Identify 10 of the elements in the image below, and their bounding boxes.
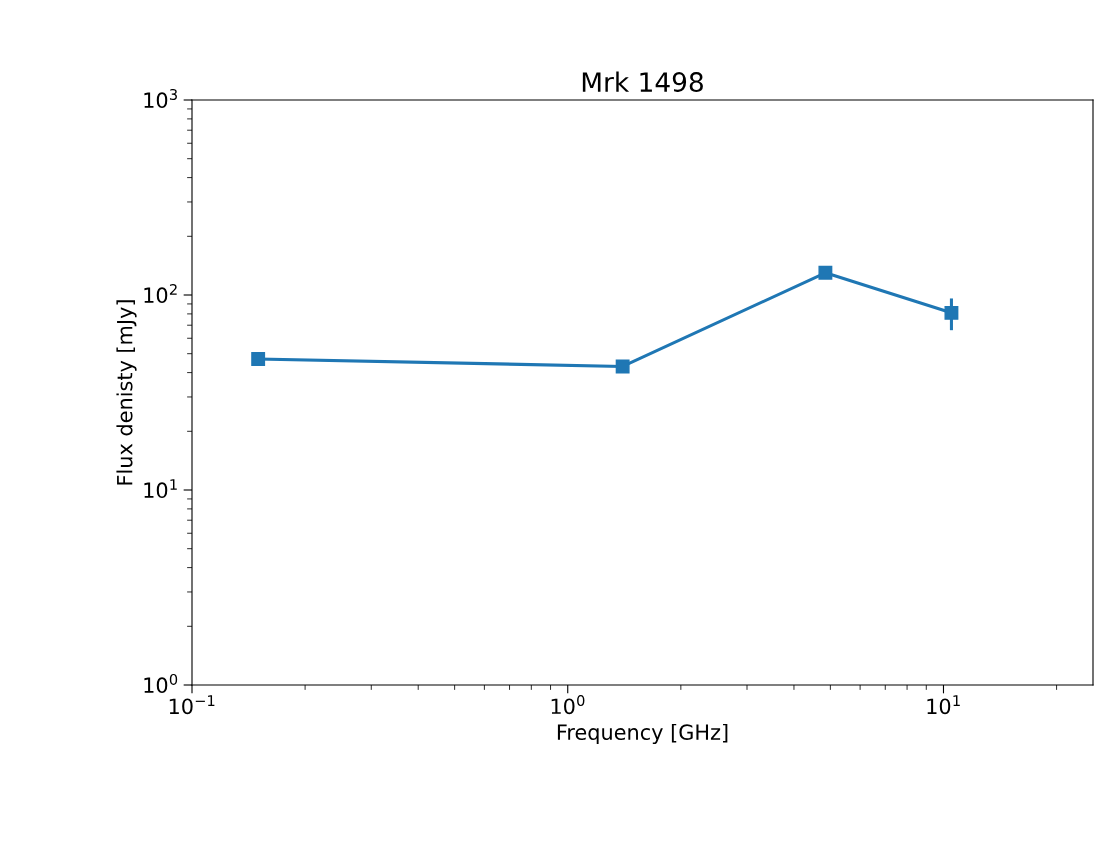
chart-title: Mrk 1498 — [582, 71, 703, 93]
x-axis-title: Frequency [GHz] — [557, 723, 728, 745]
x-tick-label: 10$^{1}$ — [927, 695, 960, 715]
x-tick-label: 10$^{0}$ — [551, 695, 585, 715]
x-tick-label: 10$^{−1}$ — [169, 695, 215, 715]
y-axis-title: Flux denisty [mJy] — [116, 300, 137, 485]
y-tick-label: 10$^{3}$ — [144, 88, 177, 109]
y-tick-label: 10$^{1}$ — [144, 479, 177, 499]
y-tick-label: 10$^{2}$ — [144, 283, 177, 304]
y-tick-label: 10$^{0}$ — [144, 673, 178, 694]
